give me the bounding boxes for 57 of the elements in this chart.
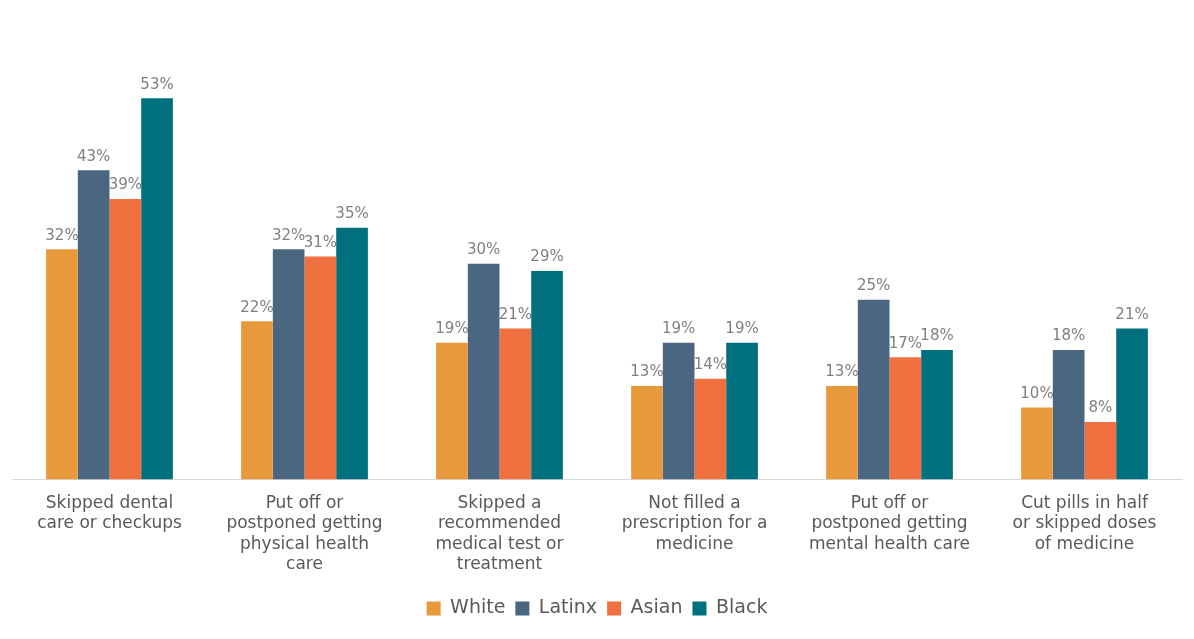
data-label: 10% [1020,383,1054,402]
legend-label: Black [715,595,768,618]
bar [662,342,695,480]
bar [1021,407,1053,480]
data-label: 32% [271,225,306,244]
x-tick-label: Put off or postponed getting mental health care [808,492,971,553]
bar [46,249,78,480]
data-label: 21% [1115,304,1149,323]
x-tick-label: Not filled a prescription for a medicine [621,492,768,553]
legend-label: Latinx [538,595,598,618]
data-label: 13% [630,362,664,381]
legend-label: White [450,595,506,618]
bar [109,198,142,480]
data-label: 30% [466,240,501,259]
data-label: 17% [888,333,923,352]
data-label: 14% [693,355,728,374]
data-label: 18% [920,326,954,345]
bar [531,270,563,480]
bar [304,256,337,480]
bar [826,385,858,480]
bar [694,378,727,480]
data-label: 25% [856,276,891,295]
bar [1084,421,1117,480]
data-label: 43% [76,146,111,165]
bar [336,227,368,480]
bar [272,249,305,480]
data-label: 22% [240,297,274,316]
data-label: 8% [1088,398,1113,417]
data-label: 32% [45,225,79,244]
x-tick-label: Put off or postponed getting physical health care [226,492,383,574]
x-tick-label: Skipped dental care or checkups [37,492,182,533]
data-label: 18% [1051,326,1086,345]
bar [467,263,500,480]
bar [921,349,953,480]
data-label: 29% [530,247,564,266]
bar [77,170,110,480]
data-label: 35% [335,204,369,223]
bar [857,299,890,480]
x-tick-label: Skipped a recommended medical test or treatment [435,492,564,574]
data-label: 31% [303,232,338,251]
bar [726,342,758,480]
bar [1052,349,1085,480]
bar [631,385,663,480]
bar [241,321,273,480]
bar [889,357,922,480]
data-label: 13% [825,362,859,381]
data-label: 53% [140,74,174,93]
bar [499,328,532,480]
data-label: 19% [725,319,759,338]
x-tick-label: Cut pills in half or skipped doses of medicine [1012,492,1157,553]
legend-label: Asian [630,595,683,618]
bar [436,342,468,480]
data-label: 39% [108,175,143,194]
bar [1116,328,1148,480]
data-label: 19% [435,319,469,338]
data-label: 19% [661,319,696,338]
bar [141,98,173,480]
